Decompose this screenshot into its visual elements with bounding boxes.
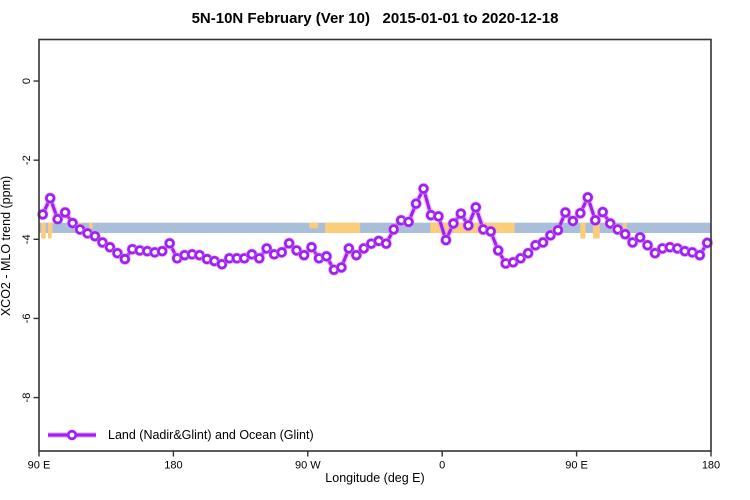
data-point (634, 232, 646, 243)
data-point (254, 253, 265, 264)
data-point (590, 215, 601, 226)
data-point (283, 238, 295, 249)
chart-title: 5N-10N February (Ver 10) 2015-01-01 to 2… (191, 10, 559, 27)
land-patch (580, 222, 586, 233)
data-point (440, 234, 452, 246)
data-point (567, 215, 579, 227)
data-point (45, 192, 56, 204)
x-tick-label: 90 E (28, 460, 51, 472)
x-tick-label: 180 (702, 460, 720, 472)
data-point (403, 216, 414, 228)
land-patch (593, 222, 600, 233)
data-point (112, 247, 123, 259)
data-point (67, 217, 78, 229)
data-point (321, 251, 332, 262)
coastline-dip (41, 231, 46, 239)
data-point (605, 218, 616, 229)
y-tick-label: 0 (21, 78, 33, 84)
data-point (619, 228, 631, 240)
data-point (119, 253, 131, 265)
data-point (642, 240, 653, 251)
land-patch (41, 222, 46, 233)
data-point (545, 230, 556, 241)
land-patch (89, 222, 93, 229)
data-point (37, 209, 48, 220)
y-tick-label: -2 (21, 155, 33, 165)
data-point (455, 208, 467, 219)
data-point (694, 249, 705, 261)
reference-band (39, 222, 711, 233)
data-point (388, 224, 399, 235)
data-point (306, 242, 317, 253)
data-point (276, 247, 287, 258)
data-point (575, 208, 586, 219)
data-point (448, 218, 459, 229)
data-point (164, 238, 175, 249)
y-tick-label: -8 (21, 393, 33, 403)
coastline-dip (580, 231, 586, 239)
legend-label: Land (Nadir&Glint) and Ocean (Glint) (108, 428, 314, 442)
data-point (493, 245, 504, 256)
land-patch (47, 222, 53, 233)
land-patch (324, 222, 361, 233)
y-tick-label: -4 (21, 234, 33, 244)
data-point (336, 262, 347, 273)
data-point (104, 242, 116, 253)
data-point (351, 249, 362, 261)
data-point (261, 243, 272, 254)
data-point (627, 237, 638, 248)
legend-line-marker-icon (48, 429, 96, 441)
data-point (552, 225, 564, 236)
y-tick-label: -6 (21, 314, 33, 324)
land-patch (622, 222, 627, 229)
data-point (522, 247, 534, 259)
data-point (560, 207, 571, 218)
data-point (470, 202, 481, 213)
x-tick-label: 90 E (565, 460, 588, 472)
coastline-dip (593, 231, 600, 239)
data-point (59, 207, 71, 218)
data-point (52, 213, 63, 225)
data-point (156, 245, 168, 257)
data-point (515, 253, 526, 264)
data-point (582, 192, 593, 203)
data-point (418, 183, 429, 194)
data-point (597, 206, 608, 218)
data-point (463, 220, 474, 231)
y-axis-title: XCO2 - MLO trend (ppm) (0, 175, 13, 317)
x-axis-title: Longitude (deg E) (325, 471, 425, 485)
land-patch (309, 222, 319, 229)
x-tick-label: 90 W (295, 460, 321, 472)
data-point (485, 226, 496, 237)
x-tick-label: 180 (164, 460, 182, 472)
coastline-dip (47, 231, 52, 239)
data-point (433, 211, 444, 222)
data-point (381, 238, 392, 249)
data-point (89, 230, 101, 242)
legend: Land (Nadir&Glint) and Ocean (Glint) (46, 428, 314, 442)
data-point (702, 237, 713, 249)
data-point (298, 249, 310, 261)
data-point (537, 237, 549, 248)
data-point (410, 198, 422, 209)
data-point (216, 259, 228, 270)
plot-border (38, 38, 712, 452)
data-point (343, 243, 355, 254)
x-tick-label: 0 (439, 460, 445, 472)
